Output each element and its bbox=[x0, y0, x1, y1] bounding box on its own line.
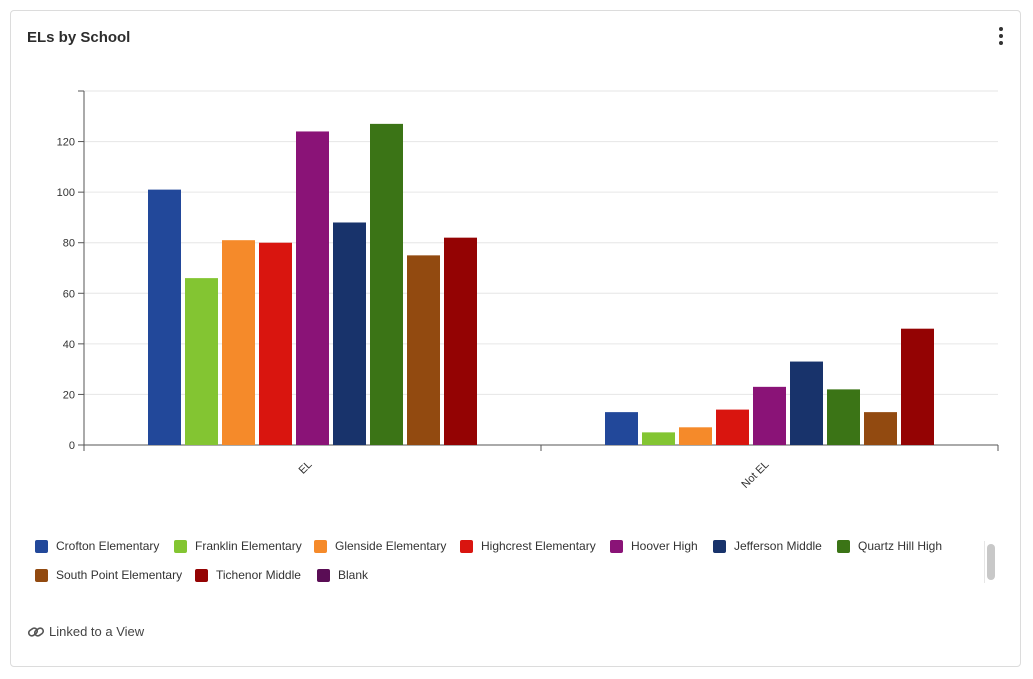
legend-item[interactable]: Blank bbox=[317, 568, 368, 582]
legend-label: Blank bbox=[338, 568, 369, 582]
legend-swatch bbox=[35, 539, 48, 553]
y-tick-label: 80 bbox=[63, 238, 75, 250]
legend-label: South Point Elementary bbox=[56, 568, 183, 582]
bar bbox=[259, 242, 292, 445]
bar bbox=[679, 427, 712, 445]
bar bbox=[370, 123, 403, 445]
bar bbox=[222, 240, 255, 445]
legend-swatch bbox=[314, 539, 327, 553]
bar bbox=[333, 222, 366, 445]
legend-swatch bbox=[317, 568, 330, 582]
legend-label: Tichenor Middle bbox=[216, 568, 301, 582]
legend-item[interactable]: Jefferson Middle bbox=[713, 539, 822, 553]
chart-card: ELs by School 0 20 40 60 80 100 120 EL Not EL Cr… bbox=[10, 10, 1021, 667]
legend-scrollbar-track bbox=[984, 541, 999, 583]
y-tick-label: 40 bbox=[63, 339, 75, 351]
legend-item[interactable]: Crofton Elementary bbox=[35, 539, 159, 553]
bar bbox=[296, 131, 329, 445]
bar bbox=[864, 412, 897, 445]
linked-to-view-link[interactable]: Linked to a View bbox=[27, 624, 144, 639]
legend-label: Quartz Hill High bbox=[858, 539, 943, 553]
bar bbox=[716, 409, 749, 445]
legend-item[interactable]: Hoover High bbox=[610, 539, 698, 553]
chart-title: ELs by School bbox=[27, 29, 131, 46]
y-tick-label: 60 bbox=[63, 288, 75, 300]
x-tick-label: Not EL bbox=[739, 459, 771, 491]
bar-chart: 0 20 40 60 80 100 120 EL Not EL bbox=[57, 90, 999, 491]
bar bbox=[642, 432, 675, 445]
legend-label: Crofton Elementary bbox=[56, 539, 160, 553]
legend-swatch bbox=[713, 539, 726, 553]
legend-label: Hoover High bbox=[631, 539, 698, 553]
legend-item[interactable]: Glenside Elementary bbox=[314, 539, 446, 553]
menu-dot bbox=[999, 41, 1003, 45]
bar bbox=[827, 389, 860, 445]
legend-item[interactable]: South Point Elementary bbox=[35, 568, 182, 582]
legend-item[interactable]: Tichenor Middle bbox=[195, 568, 301, 582]
legend-label: Franklin Elementary bbox=[195, 539, 302, 553]
menu-dot bbox=[999, 34, 1003, 38]
vertical-ellipsis-icon[interactable] bbox=[996, 27, 1006, 45]
link-chain-icon bbox=[27, 626, 45, 637]
linked-label: Linked to a View bbox=[49, 624, 145, 639]
y-tick-label: 20 bbox=[63, 389, 75, 401]
legend-item[interactable]: Franklin Elementary bbox=[174, 539, 302, 553]
legend-item[interactable]: Highcrest Elementary bbox=[460, 539, 596, 553]
menu-dot bbox=[999, 27, 1003, 31]
legend-label: Jefferson Middle bbox=[734, 539, 822, 553]
bar bbox=[790, 361, 823, 445]
legend-swatch bbox=[610, 539, 623, 553]
legend-label: Highcrest Elementary bbox=[481, 539, 596, 553]
legend-scrollbar-thumb[interactable] bbox=[987, 544, 995, 580]
y-tick-label: 0 bbox=[69, 440, 75, 452]
bar bbox=[901, 328, 934, 445]
legend-swatch bbox=[195, 568, 208, 582]
bar bbox=[148, 189, 181, 445]
legend-swatch bbox=[837, 539, 850, 553]
bar bbox=[407, 255, 440, 445]
legend-label: Glenside Elementary bbox=[335, 539, 447, 553]
bar bbox=[753, 386, 786, 445]
legend-swatch bbox=[460, 539, 473, 553]
legend-swatch bbox=[35, 568, 48, 582]
bar bbox=[444, 237, 477, 445]
y-tick-label: 120 bbox=[57, 137, 75, 149]
bar bbox=[185, 278, 218, 445]
bar bbox=[605, 412, 638, 445]
x-tick-label: EL bbox=[297, 459, 315, 477]
legend-swatch bbox=[174, 539, 187, 553]
y-tick-label: 100 bbox=[57, 187, 75, 199]
legend-item[interactable]: Quartz Hill High bbox=[837, 539, 942, 553]
